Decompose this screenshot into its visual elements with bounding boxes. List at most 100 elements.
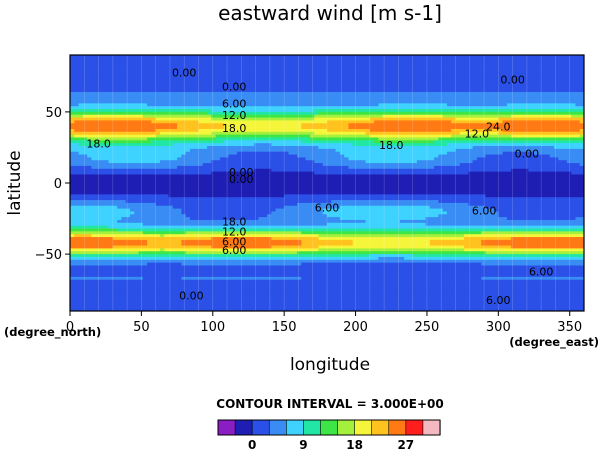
heat-cell — [352, 126, 358, 130]
heat-cell — [245, 66, 251, 70]
heat-cell — [442, 128, 448, 133]
heat-cell — [82, 100, 88, 104]
heat-cell — [481, 114, 487, 119]
heat-cell — [301, 60, 307, 65]
heat-cell — [309, 57, 315, 62]
heat-cell — [348, 66, 354, 70]
heat-cell — [70, 148, 75, 153]
heat-cell — [275, 111, 281, 116]
heat-cell — [104, 157, 110, 161]
heat-cell — [382, 60, 388, 65]
heat-cell — [532, 60, 538, 65]
heat-cell — [464, 91, 469, 96]
heat-cell — [502, 143, 508, 147]
heat-cell — [481, 111, 487, 116]
heat-cell — [404, 103, 409, 107]
heat-cell — [365, 69, 371, 73]
heat-cell — [579, 66, 584, 70]
heat-cell — [489, 160, 495, 164]
heat-cell — [425, 131, 431, 136]
heat-cell — [399, 86, 405, 90]
heat-cell — [147, 57, 152, 62]
heat-cell — [262, 131, 268, 136]
heat-cell — [434, 63, 439, 67]
heat-cell — [554, 154, 559, 158]
heat-cell — [455, 94, 461, 99]
heat-cell — [416, 140, 422, 144]
heat-cell — [125, 91, 131, 96]
heat-cell — [382, 100, 388, 104]
heat-cell — [219, 157, 225, 161]
heat-cell — [224, 160, 230, 164]
heat-cell — [138, 103, 144, 107]
heat-cell — [82, 57, 88, 62]
heat-cell — [202, 57, 208, 62]
heat-cell — [434, 157, 439, 161]
heat-cell — [104, 89, 110, 93]
heat-cell — [117, 128, 122, 133]
heat-cell — [138, 60, 144, 65]
heat-cell — [331, 97, 337, 102]
heat-cell — [219, 134, 225, 139]
heat-cell — [327, 131, 332, 136]
heat-cell — [117, 114, 122, 119]
heat-cell — [464, 146, 469, 150]
heat-cell — [386, 143, 392, 147]
heat-cell — [562, 120, 568, 124]
heat-cell — [536, 109, 542, 113]
heat-cell — [339, 63, 345, 67]
heat-cell — [528, 69, 534, 73]
heat-cell — [528, 94, 534, 99]
heat-cell — [284, 157, 290, 161]
heat-cell — [506, 134, 512, 139]
heat-cell — [117, 165, 122, 170]
heat-cell — [459, 143, 465, 147]
heat-cell — [404, 128, 409, 133]
heat-cell — [374, 126, 379, 130]
heat-cell — [185, 74, 191, 79]
heat-cell — [348, 74, 354, 79]
heat-cell — [198, 123, 204, 127]
heat-cell — [224, 63, 230, 67]
heat-cell — [121, 83, 127, 87]
heat-cell — [271, 143, 277, 147]
heat-cell — [331, 74, 337, 79]
heat-cell — [352, 131, 358, 136]
heat-cell — [571, 100, 577, 104]
heat-cell — [378, 106, 384, 110]
heat-cell — [245, 109, 251, 113]
heat-cell — [215, 165, 221, 170]
heat-cell — [515, 117, 521, 122]
heat-cell — [78, 123, 84, 127]
heat-cell — [558, 163, 564, 167]
heat-cell — [536, 74, 542, 79]
heat-cell — [365, 89, 371, 93]
heat-cell — [344, 140, 350, 144]
heat-cell — [408, 117, 414, 122]
heat-cell — [386, 120, 392, 124]
heat-cell — [511, 117, 517, 122]
heat-cell — [558, 146, 564, 150]
heat-cell — [425, 77, 431, 82]
heat-cell — [344, 151, 350, 156]
heat-cell — [288, 109, 294, 113]
heat-cell — [515, 77, 521, 82]
heat-cell — [455, 168, 461, 173]
heat-cell — [142, 55, 148, 59]
heat-cell — [95, 134, 101, 139]
heat-cell — [82, 106, 88, 110]
heat-cell — [241, 111, 247, 116]
heat-cell — [70, 100, 75, 104]
heat-cell — [159, 97, 165, 102]
heat-cell — [476, 100, 482, 104]
heat-cell — [502, 157, 508, 161]
heat-cell — [219, 106, 225, 110]
heat-cell — [121, 63, 127, 67]
heat-cell — [70, 69, 75, 73]
heat-cell — [87, 106, 93, 110]
heat-cell — [87, 168, 93, 173]
heat-cell — [117, 60, 122, 65]
heat-cell — [468, 168, 474, 173]
heat-cell — [378, 148, 384, 153]
heat-cell — [134, 91, 140, 96]
